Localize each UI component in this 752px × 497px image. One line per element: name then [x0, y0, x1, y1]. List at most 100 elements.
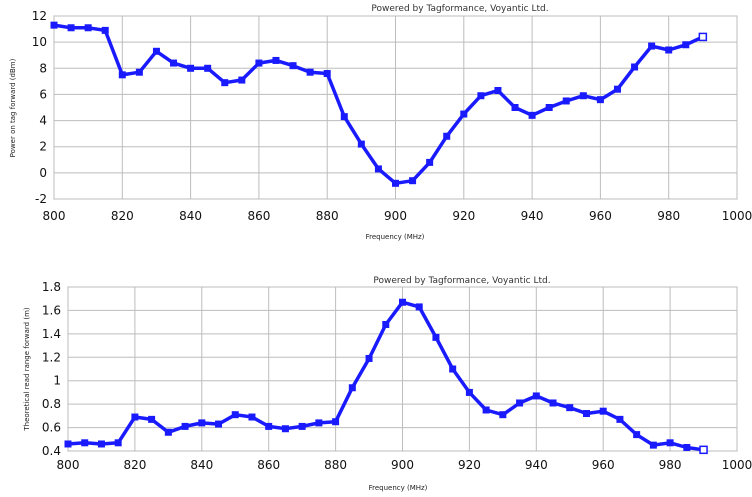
- x-tick-label: 900: [391, 458, 414, 472]
- data-point: [499, 411, 507, 419]
- data-point: [170, 59, 178, 67]
- data-point: [579, 92, 587, 100]
- data-point: [631, 63, 639, 71]
- data-point: [357, 140, 365, 148]
- y-tick-label: 4: [39, 114, 47, 128]
- chart-0-ylabel: Power on tag forward (dBm): [9, 58, 17, 157]
- x-tick-label: 820: [123, 458, 146, 472]
- x-tick-label: 960: [592, 458, 615, 472]
- data-point: [204, 64, 212, 72]
- data-point: [50, 21, 58, 29]
- data-point: [648, 42, 656, 50]
- x-tick-label: 1000: [722, 209, 752, 223]
- data-point: [409, 177, 417, 185]
- data-point: [399, 298, 406, 306]
- data-point: [392, 179, 399, 187]
- x-tick-label: 840: [190, 458, 213, 472]
- y-tick-label: 6: [39, 87, 47, 101]
- data-point: [97, 440, 105, 448]
- data-point: [281, 425, 289, 433]
- data-point: [148, 415, 156, 423]
- y-tick-label: 0.6: [42, 421, 61, 435]
- chart-1-credit: Powered by Tagformance, Voyantic Ltd.: [373, 276, 550, 286]
- data-point: [511, 104, 519, 111]
- y-tick-label: 10: [32, 35, 47, 49]
- data-point: [562, 97, 570, 105]
- x-tick-label: 800: [57, 458, 80, 472]
- data-point: [298, 422, 306, 430]
- x-tick-label: 860: [257, 458, 280, 472]
- x-tick-label: 980: [657, 209, 680, 223]
- data-point: [582, 410, 590, 418]
- x-tick-label: 960: [589, 209, 612, 223]
- data-point: [272, 56, 280, 64]
- y-tick-label: 0.8: [42, 397, 61, 411]
- data-point: [332, 418, 340, 426]
- data-point: [699, 445, 708, 455]
- chart-1-xlabel: Frequency (MHz): [369, 484, 428, 492]
- data-point: [432, 333, 440, 341]
- data-point: [532, 392, 540, 400]
- data-point: [198, 419, 206, 427]
- data-point: [494, 87, 502, 95]
- y-tick-label: 1.4: [42, 327, 61, 341]
- y-tick-label: 2: [39, 140, 47, 154]
- read-range-chart: Powered by Tagformance, Voyantic Ltd. Fr…: [23, 276, 752, 492]
- data-point: [131, 413, 139, 421]
- data-point: [255, 59, 263, 67]
- x-tick-label: 840: [179, 209, 202, 223]
- data-point: [545, 104, 553, 111]
- y-tick-label: 0.4: [42, 444, 61, 458]
- data-point: [633, 431, 641, 439]
- data-point: [289, 62, 297, 70]
- y-tick-label: 1.8: [42, 280, 61, 294]
- x-tick-label: 940: [525, 458, 548, 472]
- x-tick-label: 1000: [722, 458, 752, 472]
- data-point: [683, 443, 691, 451]
- data-point: [666, 439, 674, 447]
- data-point: [443, 132, 451, 140]
- y-tick-label: 1.6: [42, 303, 61, 317]
- x-tick-label: 980: [659, 458, 682, 472]
- x-tick-label: 900: [384, 209, 407, 223]
- data-point: [81, 439, 89, 447]
- y-tick-label: 8: [39, 61, 47, 75]
- data-point: [118, 71, 126, 79]
- data-point: [549, 399, 557, 407]
- chart-0-xlabel: Frequency (MHz): [366, 233, 425, 241]
- data-point: [84, 24, 92, 32]
- data-point: [374, 165, 382, 173]
- power-chart: Powered by Tagformance, Voyantic Ltd. Fr…: [9, 4, 752, 241]
- x-tick-label: 920: [452, 209, 475, 223]
- data-point: [215, 420, 223, 428]
- x-tick-label: 800: [43, 209, 66, 223]
- data-point: [101, 26, 109, 34]
- data-point: [516, 399, 524, 407]
- data-point: [528, 111, 536, 119]
- y-tick-label: 1: [53, 374, 61, 388]
- data-point: [613, 85, 621, 93]
- data-point: [135, 68, 143, 76]
- data-point: [698, 32, 708, 42]
- y-tick-label: 0: [39, 166, 47, 180]
- data-point: [187, 64, 195, 72]
- x-tick-label: 920: [458, 458, 481, 472]
- data-point: [323, 70, 331, 78]
- data-point: [465, 388, 473, 396]
- data-point: [682, 41, 690, 49]
- data-point: [449, 365, 457, 373]
- data-point: [460, 110, 468, 118]
- data-point: [265, 422, 273, 430]
- data-point: [181, 422, 189, 430]
- y-tick-label: 12: [32, 9, 47, 23]
- chart-1-ylabel: Theoretical read range forward (m): [23, 307, 31, 432]
- data-point: [306, 68, 314, 76]
- data-point: [164, 428, 172, 436]
- x-tick-label: 820: [111, 209, 134, 223]
- data-point: [67, 24, 75, 32]
- data-point: [238, 76, 246, 84]
- x-tick-label: 940: [521, 209, 544, 223]
- data-point: [114, 439, 122, 447]
- data-point: [477, 92, 485, 100]
